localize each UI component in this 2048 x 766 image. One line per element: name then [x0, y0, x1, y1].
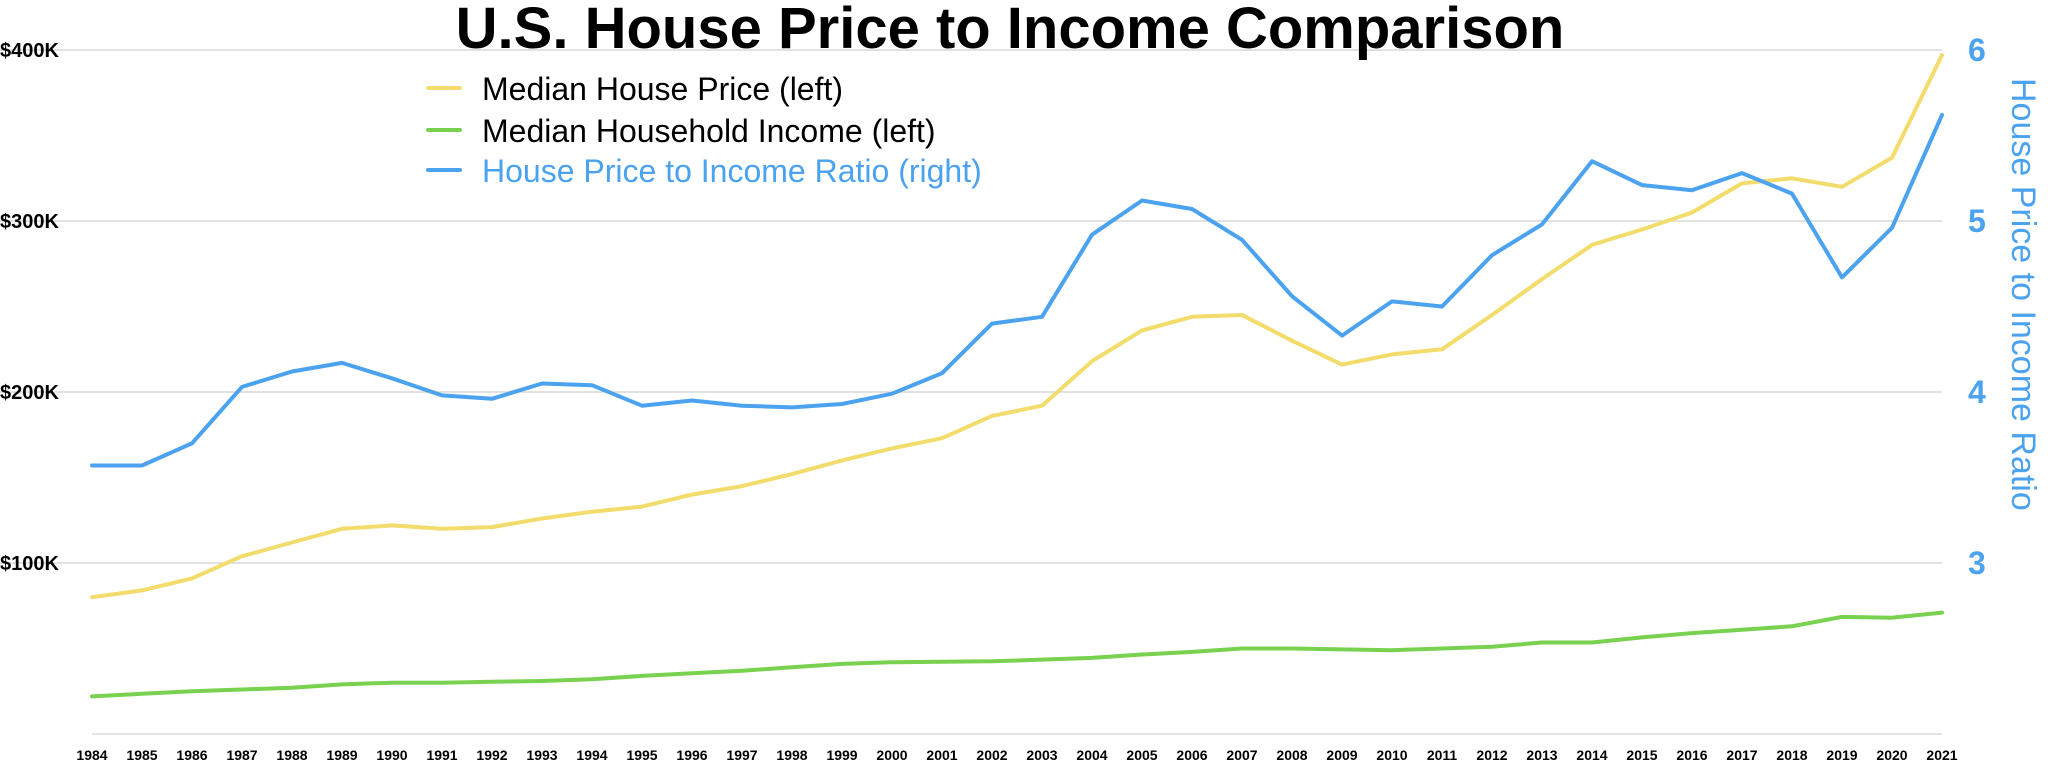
left-y-tick-label: $300K [0, 211, 59, 233]
x-tick-label: 1990 [376, 747, 407, 763]
right-y-tick-label: 5 [1968, 203, 1986, 239]
x-tick-label: 1996 [676, 747, 707, 763]
x-tick-label: 1992 [476, 747, 507, 763]
x-tick-label: 2007 [1226, 747, 1257, 763]
x-tick-label: 1999 [826, 747, 857, 763]
right-y-tick-label: 3 [1968, 545, 1986, 581]
x-tick-label: 2017 [1726, 747, 1757, 763]
x-tick-label: 2014 [1576, 747, 1607, 763]
x-tick-label: 2004 [1076, 747, 1107, 763]
x-tick-label: 2012 [1476, 747, 1507, 763]
left-y-tick-label: $200K [0, 382, 59, 404]
x-tick-label: 2003 [1026, 747, 1057, 763]
series-line-median-house-price [90, 53, 1944, 600]
right-y-tick-label: 4 [1968, 374, 1986, 410]
x-tick-label: 1991 [426, 747, 457, 763]
right-y-tick-label: 6 [1968, 32, 1986, 68]
gridlines [0, 49, 1942, 735]
series-lines [90, 53, 1944, 699]
x-tick-label: 1997 [726, 747, 757, 763]
x-tick-label: 2020 [1876, 747, 1907, 763]
x-tick-label: 1993 [526, 747, 557, 763]
x-tick-label: 2005 [1126, 747, 1157, 763]
x-tick-label: 2002 [976, 747, 1007, 763]
x-tick-label: 1994 [576, 747, 607, 763]
left-y-tick-label: $100K [0, 553, 59, 575]
legend-label: Median House Price (left) [482, 71, 843, 107]
x-tick-label: 2013 [1526, 747, 1557, 763]
x-tick-label: 1995 [626, 747, 657, 763]
x-tick-label: 1989 [326, 747, 357, 763]
x-tick-label: 2008 [1276, 747, 1307, 763]
legend-label: House Price to Income Ratio (right) [482, 153, 982, 189]
x-tick-label: 2018 [1776, 747, 1807, 763]
x-tick-label: 2001 [926, 747, 957, 763]
x-tick-label: 2010 [1376, 747, 1407, 763]
left-y-axis: $100K $200K $300K $400K [0, 40, 59, 575]
right-y-axis: 3 4 5 6 [1968, 32, 1986, 581]
legend: Median House Price (left) Median Househol… [426, 71, 982, 189]
legend-label: Median Household Income (left) [482, 113, 936, 149]
x-tick-label: 2021 [1926, 747, 1957, 763]
x-tick-label: 2019 [1826, 747, 1857, 763]
series-line-median-household-income [90, 610, 1944, 699]
x-tick-label: 1998 [776, 747, 807, 763]
x-tick-label: 2000 [876, 747, 907, 763]
x-tick-label: 1986 [176, 747, 207, 763]
x-axis: 1984 1985 1986 1987 1988 1989 1990 1991 1992 1993… [76, 747, 1957, 763]
x-tick-label: 1984 [76, 747, 107, 763]
x-tick-label: 2016 [1676, 747, 1707, 763]
right-axis-title: House Price to Income Ratio [2004, 78, 2042, 511]
x-tick-label: 1987 [226, 747, 257, 763]
chart-title: U.S. House Price to Income Comparison [456, 0, 1565, 61]
series-line-house-price-to-income-ratio [90, 113, 1944, 468]
x-tick-label: 2015 [1626, 747, 1657, 763]
x-tick-label: 1985 [126, 747, 157, 763]
x-tick-label: 2009 [1326, 747, 1357, 763]
x-tick-label: 1988 [276, 747, 307, 763]
x-tick-label: 2011 [1427, 747, 1458, 763]
left-y-tick-label: $400K [0, 40, 59, 62]
x-tick-label: 2006 [1176, 747, 1207, 763]
